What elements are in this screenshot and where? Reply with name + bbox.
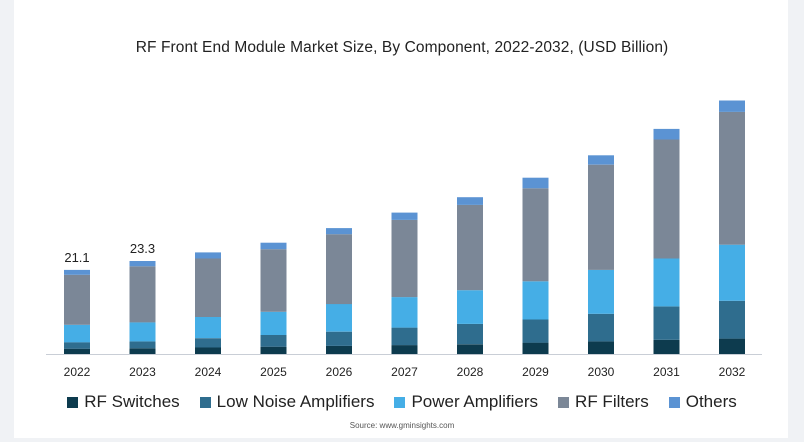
- x-tick-label: 2022: [64, 365, 91, 379]
- bar-segment-low-noise-amplifiers-2027: [391, 327, 418, 346]
- bar-segment-rf-filters-2023: [129, 266, 156, 323]
- bar-segment-others-2029: [522, 177, 549, 189]
- bar-segment-low-noise-amplifiers-2022: [64, 342, 90, 349]
- legend-swatch: [199, 396, 211, 408]
- bar-segment-rf-filters-2026: [326, 234, 352, 305]
- bar-segment-low-noise-amplifiers-2031: [653, 306, 680, 340]
- bar-segment-power-amplifiers-2028: [457, 290, 483, 324]
- bar-segment-rf-switches-2032: [719, 338, 745, 354]
- x-tick-label: 2026: [326, 365, 353, 379]
- x-tick-label: 2029: [522, 365, 549, 379]
- bar-segment-others-2025: [260, 242, 287, 250]
- x-tick-label: 2028: [457, 365, 484, 379]
- legend-item: RF Switches: [67, 392, 180, 412]
- bar-segment-rf-switches-2027: [391, 345, 418, 354]
- bar-segment-low-noise-amplifiers-2032: [719, 300, 745, 339]
- bar-segment-rf-filters-2025: [260, 249, 287, 312]
- bar-segment-others-2032: [719, 100, 745, 112]
- bar-segment-rf-filters-2027: [391, 219, 418, 298]
- bar-segment-rf-filters-2032: [719, 111, 745, 245]
- bar-segment-low-noise-amplifiers-2023: [129, 341, 156, 349]
- bar-segment-power-amplifiers-2032: [719, 244, 745, 301]
- data-label: 23.3: [130, 241, 155, 256]
- bar-segment-others-2022: [64, 269, 90, 275]
- x-tick-label: 2023: [129, 365, 156, 379]
- bar-segment-rf-switches-2030: [588, 341, 614, 354]
- bar-segment-rf-filters-2022: [64, 274, 90, 325]
- legend-swatch: [668, 396, 680, 408]
- bar-segment-others-2031: [653, 128, 680, 140]
- bar-segment-power-amplifiers-2024: [195, 317, 221, 339]
- bar-segment-power-amplifiers-2025: [260, 311, 287, 335]
- bar-segment-power-amplifiers-2030: [588, 269, 614, 314]
- bar-segment-others-2027: [391, 212, 418, 220]
- bar-segment-power-amplifiers-2029: [522, 281, 549, 320]
- bar-segment-rf-switches-2028: [457, 344, 483, 355]
- bar-segment-low-noise-amplifiers-2028: [457, 323, 483, 345]
- bar-segment-low-noise-amplifiers-2026: [326, 331, 352, 346]
- bar-segment-rf-filters-2031: [653, 139, 680, 259]
- legend-label: RF Switches: [84, 392, 180, 411]
- bar-segment-power-amplifiers-2023: [129, 322, 156, 342]
- legend-item: RF Filters: [558, 392, 649, 412]
- legend-swatch: [394, 396, 406, 408]
- bar-segment-low-noise-amplifiers-2025: [260, 334, 287, 347]
- bar-segment-rf-filters-2028: [457, 204, 483, 291]
- bar-segment-low-noise-amplifiers-2030: [588, 313, 614, 342]
- x-tick-label: 2025: [260, 365, 287, 379]
- bar-segment-power-amplifiers-2027: [391, 297, 418, 328]
- data-label: 21.1: [64, 250, 89, 265]
- legend-swatch: [558, 396, 570, 408]
- bar-segment-rf-filters-2030: [588, 164, 614, 270]
- bar-segment-rf-switches-2023: [129, 348, 156, 354]
- bar-segment-low-noise-amplifiers-2029: [522, 319, 549, 343]
- legend-label: Power Amplifiers: [411, 392, 539, 411]
- bar-segment-power-amplifiers-2022: [64, 324, 90, 343]
- legend-item: Low Noise Amplifiers: [199, 392, 375, 412]
- bar-segment-others-2023: [129, 261, 156, 267]
- bar-segment-rf-switches-2031: [653, 339, 680, 354]
- bar-segment-rf-switches-2026: [326, 345, 352, 354]
- x-tick-label: 2032: [719, 365, 746, 379]
- bottom-page-edge: [0, 438, 804, 442]
- legend-item: Power Amplifiers: [394, 392, 538, 412]
- x-tick-label: 2031: [653, 365, 680, 379]
- chart-legend: RF Switches Low Noise Amplifiers Power Amp…: [0, 392, 804, 412]
- bar-segment-others-2024: [195, 252, 221, 259]
- legend-label: RF Filters: [575, 392, 649, 411]
- bar-segment-rf-filters-2029: [522, 188, 549, 282]
- bar-segment-others-2030: [588, 155, 614, 165]
- bar-segment-rf-switches-2024: [195, 347, 221, 354]
- bar-segment-rf-switches-2025: [260, 346, 287, 354]
- bar-segment-rf-switches-2029: [522, 342, 549, 354]
- bar-segment-others-2028: [457, 197, 483, 205]
- legend-label: Low Noise Amplifiers: [216, 392, 375, 411]
- bar-segment-others-2026: [326, 228, 352, 235]
- left-page-edge: [0, 0, 14, 442]
- right-page-edge: [788, 0, 804, 442]
- x-tick-label: 2030: [588, 365, 615, 379]
- x-tick-label: 2024: [195, 365, 222, 379]
- legend-label: Others: [685, 392, 737, 411]
- source-note: Source: www.gminsights.com: [349, 421, 455, 430]
- bar-segment-rf-filters-2024: [195, 258, 221, 317]
- legend-swatch: [67, 396, 79, 408]
- chart-title: RF Front End Module Market Size, By Comp…: [135, 39, 669, 56]
- bar-segment-power-amplifiers-2026: [326, 304, 352, 332]
- x-tick-label: 2027: [391, 365, 418, 379]
- bar-segment-low-noise-amplifiers-2024: [195, 338, 221, 348]
- bar-segment-power-amplifiers-2031: [653, 258, 680, 307]
- bar-segment-rf-switches-2022: [64, 348, 90, 354]
- legend-item: Others: [668, 392, 737, 412]
